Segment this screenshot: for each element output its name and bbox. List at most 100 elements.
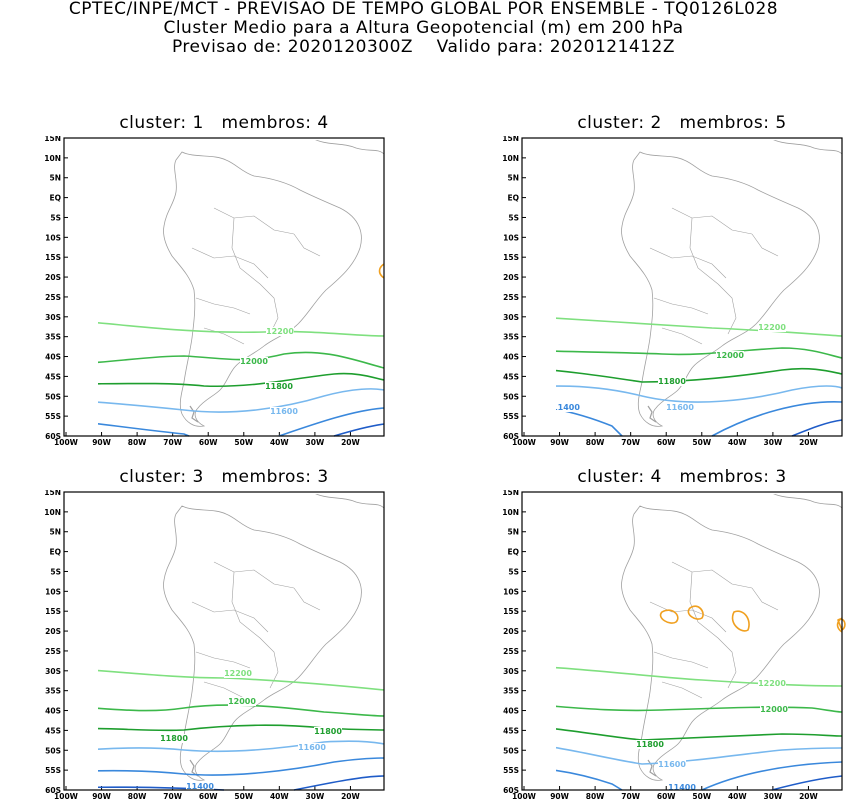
contour-label: 11600 [666,403,694,412]
lat-tick-label: 30S [503,313,519,322]
lat-tick-label: 40S [45,353,61,362]
lat-tick-label: 10S [45,587,61,596]
lat-tick-label: 45S [45,726,61,735]
lon-tick-label: 20W [341,438,360,447]
contour-label-bg [266,327,294,336]
lat-tick-label: 45S [503,372,519,381]
lat-tick-label: 15S [503,253,519,262]
contour-12400 [659,609,679,624]
patagonia-islands [189,405,199,423]
country-border [195,651,251,669]
contour-12400 [687,605,704,620]
lat-tick-label: EQ [50,194,62,203]
map-panel-3: 15N 10N 5N EQ 5S 10S 15S 20S 25S 30S 35S 40S 45S 50S 5… [44,490,385,801]
lon-tick-label: 40W [270,438,289,447]
lat-tick-label: 50S [45,746,61,755]
lat-tick-label: 15N [502,490,519,497]
lat-tick-label: 50S [503,392,519,401]
lon-tick-label: 30W [306,792,325,801]
lon-tick-label: 50W [234,438,253,447]
country-border [653,297,709,315]
lat-tick-label: 5S [508,567,519,576]
contour-label-bg [760,705,788,714]
country-border [751,233,779,257]
contour-label-bg [265,382,293,391]
country-border [717,637,737,689]
contour-label: 12200 [758,679,786,688]
lat-tick-label: 15N [44,136,61,143]
contour-label: 12200 [266,327,294,336]
lat-tick-label: 10N [44,154,61,163]
lat-tick-label: 5N [50,174,62,183]
contour-label: 12000 [228,697,256,706]
patagonia-islands [647,405,657,423]
contour-label-bg [186,782,214,791]
contour-12000 [556,347,843,359]
contour-label: 11400 [668,783,696,792]
lon-tick-label: 40W [728,792,747,801]
contour-11200 [791,419,843,437]
country-border [213,561,295,589]
contour-label-bg [298,743,326,752]
country-border [195,297,251,315]
lat-tick-label: 50S [503,746,519,755]
lat-tick-label: 10N [44,508,61,517]
contour-11400 [98,757,385,776]
coastline-africa [773,494,843,509]
contour-label: 11600 [298,743,326,752]
lat-tick-label: 15N [44,490,61,497]
contour-12200 [98,321,385,337]
lat-tick-label: 5S [508,213,519,222]
lat-tick-label: 55S [45,766,61,775]
panel-1-title: cluster: 1 membros: 4 [119,113,329,133]
lon-tick-label: 100W [54,792,79,801]
lat-tick-label: 60S [503,786,519,795]
coastline-africa [315,140,385,155]
lat-tick-label: 25S [503,647,519,656]
lat-tick-label: 10N [502,154,519,163]
lon-tick-label: 20W [341,792,360,801]
coastline [621,505,820,781]
contour-label: 11600 [62,396,90,405]
map-panel-2: 15N 10N 5N EQ 5S 10S 15S 20S 25S 30S 35S 40S 45S 50S 5… [502,136,843,447]
lat-tick-label: 5S [50,213,61,222]
lat-tick-label: EQ [50,548,62,557]
header-line-1: CPTEC/INPE/MCT - PREVISAO DE TEMPO GLOBA… [68,0,779,19]
country-border [203,681,245,699]
country-border [191,247,269,279]
lon-tick-label: 90W [550,792,569,801]
lon-tick-label: 80W [586,438,605,447]
lon-tick-label: 90W [92,792,111,801]
contour-11600 [556,385,843,403]
contour-12000 [98,704,385,717]
lon-tick-label: 80W [128,792,147,801]
lon-tick-label: 90W [550,438,569,447]
lat-tick-label: 35S [503,687,519,696]
contour-11800 [556,728,843,741]
country-border [649,247,727,279]
contour-label-bg [758,323,786,332]
lat-tick-label: EQ [508,548,520,557]
map-frame [63,137,385,437]
header-line-3: Previsao de: 2020120300Z Valido para: 20… [171,37,675,57]
contour-12400 [378,263,385,279]
lat-tick-label: 40S [503,353,519,362]
contour-label: 12200 [224,669,252,678]
lon-tick-label: 70W [163,792,182,801]
lat-tick-label: 20S [503,273,519,282]
lat-tick-label: 25S [503,293,519,302]
contour-label-bg [314,727,342,736]
country-border [231,571,261,639]
panel-3-title: cluster: 3 membros: 3 [119,467,329,487]
contour-label-bg [240,357,268,366]
lat-tick-label: 20S [503,627,519,636]
lat-tick-label: 15N [502,136,519,143]
contour-label: 11400 [186,782,214,791]
lat-tick-label: 30S [45,313,61,322]
contour-label-bg [668,783,696,792]
lon-tick-label: 20W [799,438,818,447]
lat-tick-label: 25S [45,293,61,302]
country-border [259,283,279,335]
lon-tick-label: 40W [728,438,747,447]
contour-11800 [98,724,385,732]
